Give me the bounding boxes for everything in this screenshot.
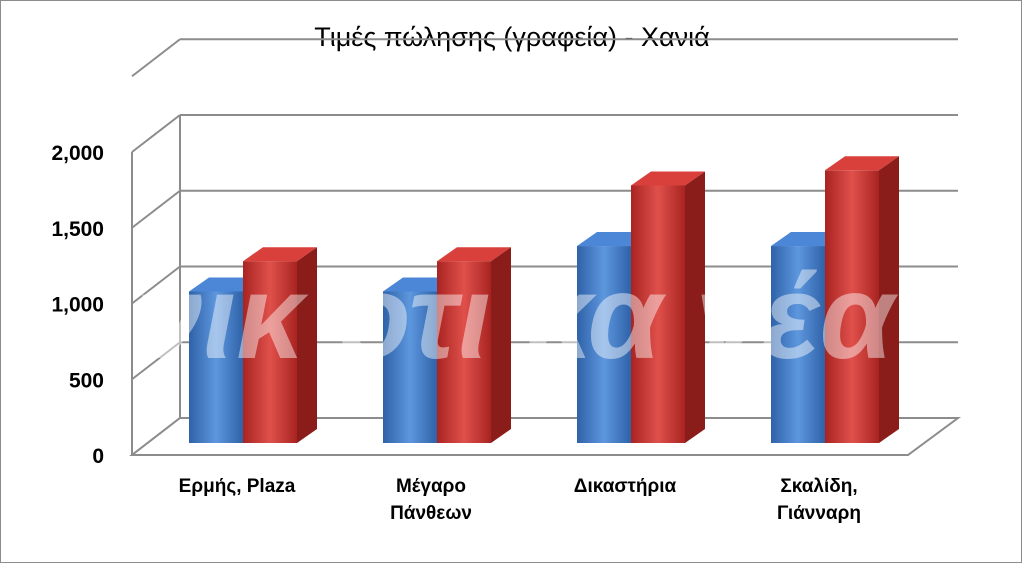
bar-side (685, 171, 705, 443)
y-tick-label: 1,500 (51, 218, 104, 241)
x-tick-label: Γιάνναρη (777, 503, 861, 524)
watermark-text: νικ οτι κα νέα (136, 250, 899, 384)
y-tick-label: 0 (92, 445, 104, 468)
gridline-side (131, 265, 181, 305)
bar-side (297, 247, 317, 443)
y-tick-label: 2,000 (51, 142, 104, 165)
bar-top (243, 247, 317, 262)
bar-top (825, 156, 899, 171)
bar (631, 185, 685, 443)
x-tick-label: Πάνθεων (390, 503, 472, 524)
gridline-side (131, 38, 181, 78)
bar (771, 246, 825, 443)
y-tick-label: 500 (69, 369, 104, 392)
x-tick-label: Σκαλίδη, (780, 476, 857, 497)
bar (577, 246, 631, 443)
y-tick-label: 1,000 (51, 294, 104, 317)
bar (825, 170, 879, 444)
gridline-side (131, 189, 181, 229)
chart-floor (129, 417, 962, 456)
bar-side (491, 247, 511, 443)
bar (437, 261, 491, 443)
bar (243, 261, 297, 443)
bar (383, 291, 437, 443)
x-tick-label: Μέγαρο (396, 476, 466, 497)
x-tick-label: Δικαστήρια (574, 476, 677, 497)
gridline-side (131, 114, 181, 153)
gridline-side (131, 341, 181, 381)
bar-top (631, 171, 705, 186)
bar (189, 291, 243, 443)
x-tick-label: Ερμής, Plaza (179, 476, 296, 497)
bar-top (437, 247, 511, 262)
chart-title: Τιμές πώλησης (γραφεία) - Χανιά (314, 22, 710, 52)
bar-side (879, 156, 899, 444)
